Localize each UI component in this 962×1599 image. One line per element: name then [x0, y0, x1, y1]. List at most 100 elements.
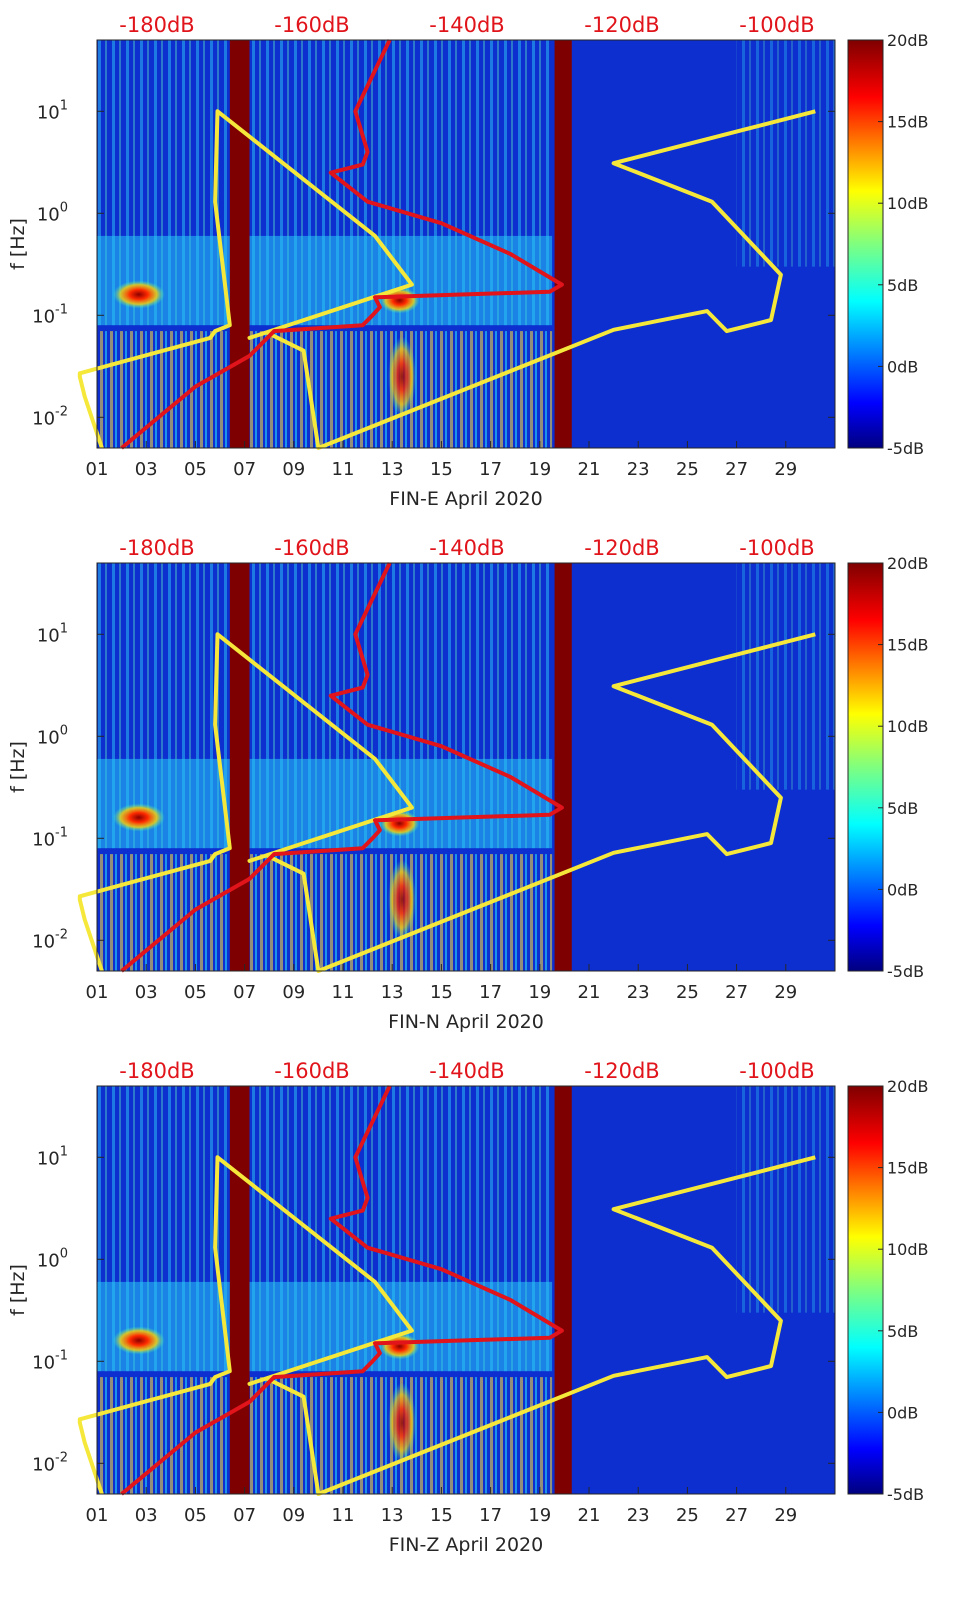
y-axis-label: f [Hz] — [7, 1264, 29, 1316]
colorbar — [847, 39, 884, 449]
x-tick-label: 09 — [282, 982, 305, 1003]
x-tick-label: 21 — [578, 1505, 601, 1526]
y-tick-label: 101 — [37, 1144, 68, 1169]
y-tick-label: 101 — [37, 98, 68, 123]
storm-hotspot — [112, 1326, 165, 1355]
top-axis-label: -180dB — [119, 13, 194, 37]
colorbar-label: -5dB — [887, 962, 924, 981]
storm-hotspot — [388, 859, 417, 940]
y-tick-label: 10-1 — [32, 1348, 68, 1373]
colorbar-label: 15dB — [887, 113, 929, 132]
x-tick-label: 03 — [135, 982, 158, 1003]
x-tick-label: 11 — [332, 982, 355, 1003]
x-tick-label: 19 — [528, 459, 551, 480]
axes-frame — [96, 39, 836, 449]
colorbar-label: 20dB — [887, 1077, 929, 1096]
x-tick-label: 05 — [184, 982, 207, 1003]
high-noise-model-line — [120, 39, 564, 450]
x-tick-label: 15 — [430, 982, 453, 1003]
x-axis-label: FIN-E April 2020 — [389, 488, 542, 510]
panel-3: 01 03 05 07 09 11 13 15 17 19 21 23 25 27 29 10-2 10-1 10… — [7, 1059, 929, 1556]
y-axis-label: f [Hz] — [7, 218, 29, 270]
top-axis-label: -100dB — [739, 13, 814, 37]
y-tick-label: 100 — [37, 1246, 68, 1271]
x-tick-label: 13 — [381, 459, 404, 480]
colorbar-label: 15dB — [887, 636, 929, 655]
x-tick-label: 03 — [135, 1505, 158, 1526]
microseism-band — [97, 1281, 553, 1372]
colorbar-label: 10dB — [887, 1240, 929, 1259]
y-tick-label: 10-2 — [32, 927, 68, 952]
y-tick-label: 10-2 — [32, 1450, 68, 1475]
x-tick-label: 19 — [528, 982, 551, 1003]
top-axis-label: -180dB — [119, 536, 194, 560]
low-frequency-band — [97, 854, 553, 971]
panel-1: 01 03 05 07 09 11 13 15 17 19 21 23 25 27 29 10-2 10-1 10… — [7, 13, 929, 510]
top-axis-label: -100dB — [739, 1059, 814, 1083]
x-tick-label: 15 — [430, 459, 453, 480]
x-tick-label: 09 — [282, 459, 305, 480]
axes-frame — [96, 562, 836, 972]
colorbar-label: 0dB — [887, 1403, 918, 1422]
spectrogram-texture — [736, 1086, 835, 1313]
y-axis-label: f [Hz] — [7, 741, 29, 793]
y-tick-label: 10-1 — [32, 302, 68, 327]
x-tick-label: 27 — [725, 1505, 748, 1526]
x-tick-label: 27 — [725, 459, 748, 480]
x-axis-label: FIN-Z April 2020 — [389, 1534, 543, 1556]
x-tick-label: 05 — [184, 1505, 207, 1526]
top-axis-label: -120dB — [584, 13, 659, 37]
colorbar-label: 5dB — [887, 1322, 918, 1341]
x-tick-label: 29 — [774, 982, 797, 1003]
x-tick-label: 01 — [86, 1505, 109, 1526]
low-noise-model-line — [77, 1155, 816, 1496]
x-tick-label: 29 — [774, 459, 797, 480]
colorbar — [847, 1085, 884, 1495]
low-frequency-band — [97, 1377, 553, 1494]
storm-hotspot — [112, 803, 165, 832]
x-tick-label: 19 — [528, 1505, 551, 1526]
x-tick-label: 01 — [86, 982, 109, 1003]
storm-hotspot — [388, 336, 417, 417]
storm-hotspot — [388, 1382, 417, 1463]
top-axis-label: -140dB — [429, 536, 504, 560]
x-tick-label: 23 — [627, 1505, 650, 1526]
top-axis-label: -120dB — [584, 536, 659, 560]
x-tick-label: 23 — [627, 459, 650, 480]
colorbar-label: 5dB — [887, 799, 918, 818]
x-tick-label: 07 — [233, 1505, 256, 1526]
y-tick-label: 100 — [37, 200, 68, 225]
x-tick-label: 25 — [676, 1505, 699, 1526]
x-tick-label: 13 — [381, 1505, 404, 1526]
y-tick-label: 10-1 — [32, 825, 68, 850]
top-axis-label: -140dB — [429, 1059, 504, 1083]
x-tick-label: 03 — [135, 459, 158, 480]
data-gap-bar — [229, 1086, 250, 1494]
axes-frame — [96, 1085, 836, 1495]
data-gap-bar — [554, 563, 572, 971]
data-gap-bar — [229, 40, 250, 448]
x-tick-label: 09 — [282, 1505, 305, 1526]
y-tick-label: 100 — [37, 723, 68, 748]
top-axis-label: -100dB — [739, 536, 814, 560]
x-axis-label: FIN-N April 2020 — [388, 1011, 544, 1033]
x-tick-label: 17 — [479, 459, 502, 480]
high-noise-model-line — [120, 562, 564, 973]
top-axis-label: -160dB — [274, 1059, 349, 1083]
colorbar-label: 20dB — [887, 31, 929, 50]
panel-2: 01 03 05 07 09 11 13 15 17 19 21 23 25 27 29 10-2 10-1 10… — [7, 536, 929, 1033]
x-tick-label: 17 — [479, 1505, 502, 1526]
x-tick-label: 21 — [578, 982, 601, 1003]
x-tick-label: 25 — [676, 982, 699, 1003]
colorbar-label: 0dB — [887, 880, 918, 899]
colorbar — [847, 562, 884, 972]
colorbar-label: 10dB — [887, 717, 929, 736]
high-noise-model-line — [120, 1085, 564, 1496]
colorbar-label: -5dB — [887, 439, 924, 458]
data-gap-bar — [554, 40, 572, 448]
microseism-band — [97, 235, 553, 326]
data-gap-bar — [229, 563, 250, 971]
colorbar-label: 20dB — [887, 554, 929, 573]
low-noise-model-line — [77, 109, 816, 450]
x-tick-label: 15 — [430, 1505, 453, 1526]
